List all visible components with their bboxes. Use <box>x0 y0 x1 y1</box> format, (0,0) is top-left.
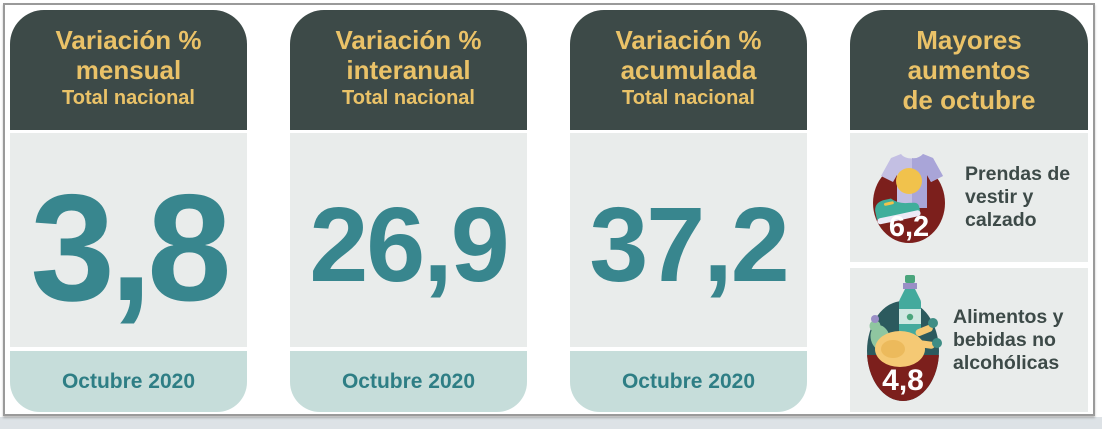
card-variacion-interanual: Variación % interanual Total nacional 26… <box>290 10 527 412</box>
highlight-item-label: Alimentos y bebidas no alcohólicas <box>953 305 1064 374</box>
panel-header: Mayores aumentos de octubre <box>850 10 1088 130</box>
card-subtitle: Total nacional <box>62 87 195 109</box>
chicken-shape <box>875 318 942 367</box>
monthly-variation-value: 3,8 <box>30 162 231 333</box>
card-title-line1: Variación % <box>55 25 202 55</box>
card-body: 3,8 <box>10 133 247 347</box>
panel-mayores-aumentos: Mayores aumentos de octubre <box>850 10 1088 412</box>
card-subtitle: Total nacional <box>342 87 475 109</box>
page-background-strip <box>0 417 1102 429</box>
card-body: 37,2 <box>570 133 807 347</box>
clothing-icon: 6,2 <box>873 153 945 243</box>
card-title-line2: interanual <box>346 55 471 85</box>
panel-title-line1: Mayores <box>916 25 1022 55</box>
bottle-shape <box>899 275 921 337</box>
card-title: Variación % interanual <box>290 25 527 85</box>
period-label: Octubre 2020 <box>10 351 247 412</box>
accumulated-variation-value: 37,2 <box>589 185 789 304</box>
highlight-item-clothing: 6,2 Prendas de vestir y calzado <box>850 133 1088 262</box>
card-variacion-acumulada: Variación % acumulada Total nacional 37,… <box>570 10 807 412</box>
panel-title-line3: de octubre <box>902 85 1036 115</box>
content-row: Variación % mensual Total nacional 3,8 O… <box>10 10 1088 412</box>
cherry-shape <box>871 315 879 323</box>
card-title-line1: Variación % <box>335 25 482 55</box>
clothing-increase-value: 6,2 <box>889 211 929 243</box>
card-title-line2: acumulada <box>620 55 757 85</box>
card-title: Variación % acumulada <box>570 25 807 85</box>
highlight-item-label: Prendas de vestir y calzado <box>965 163 1071 231</box>
yearly-variation-value: 26,9 <box>309 185 509 304</box>
card-header: Variación % interanual Total nacional <box>290 10 527 130</box>
period-label: Octubre 2020 <box>290 351 527 412</box>
card-subtitle: Total nacional <box>622 87 755 109</box>
sneaker-shape <box>875 198 921 224</box>
panel-title-line2: aumentos <box>907 55 1031 85</box>
infographic-frame: Variación % mensual Total nacional 3,8 O… <box>3 3 1095 416</box>
food-increase-value: 4,8 <box>882 364 924 397</box>
card-header: Variación % mensual Total nacional <box>10 10 247 130</box>
highlight-item-food: 4,8 Alimentos y bebidas no alcohólicas <box>850 268 1088 412</box>
panel-title: Mayores aumentos de octubre <box>850 25 1088 115</box>
card-header: Variación % acumulada Total nacional <box>570 10 807 130</box>
card-title-line1: Variación % <box>615 25 762 55</box>
card-body: 26,9 <box>290 133 527 347</box>
card-title: Variación % mensual <box>10 25 247 85</box>
period-label: Octubre 2020 <box>570 351 807 412</box>
tshirt-shape <box>881 153 943 208</box>
card-title-line2: mensual <box>75 55 182 85</box>
food-icon: 4,8 <box>867 275 942 401</box>
card-variacion-mensual: Variación % mensual Total nacional 3,8 O… <box>10 10 247 412</box>
